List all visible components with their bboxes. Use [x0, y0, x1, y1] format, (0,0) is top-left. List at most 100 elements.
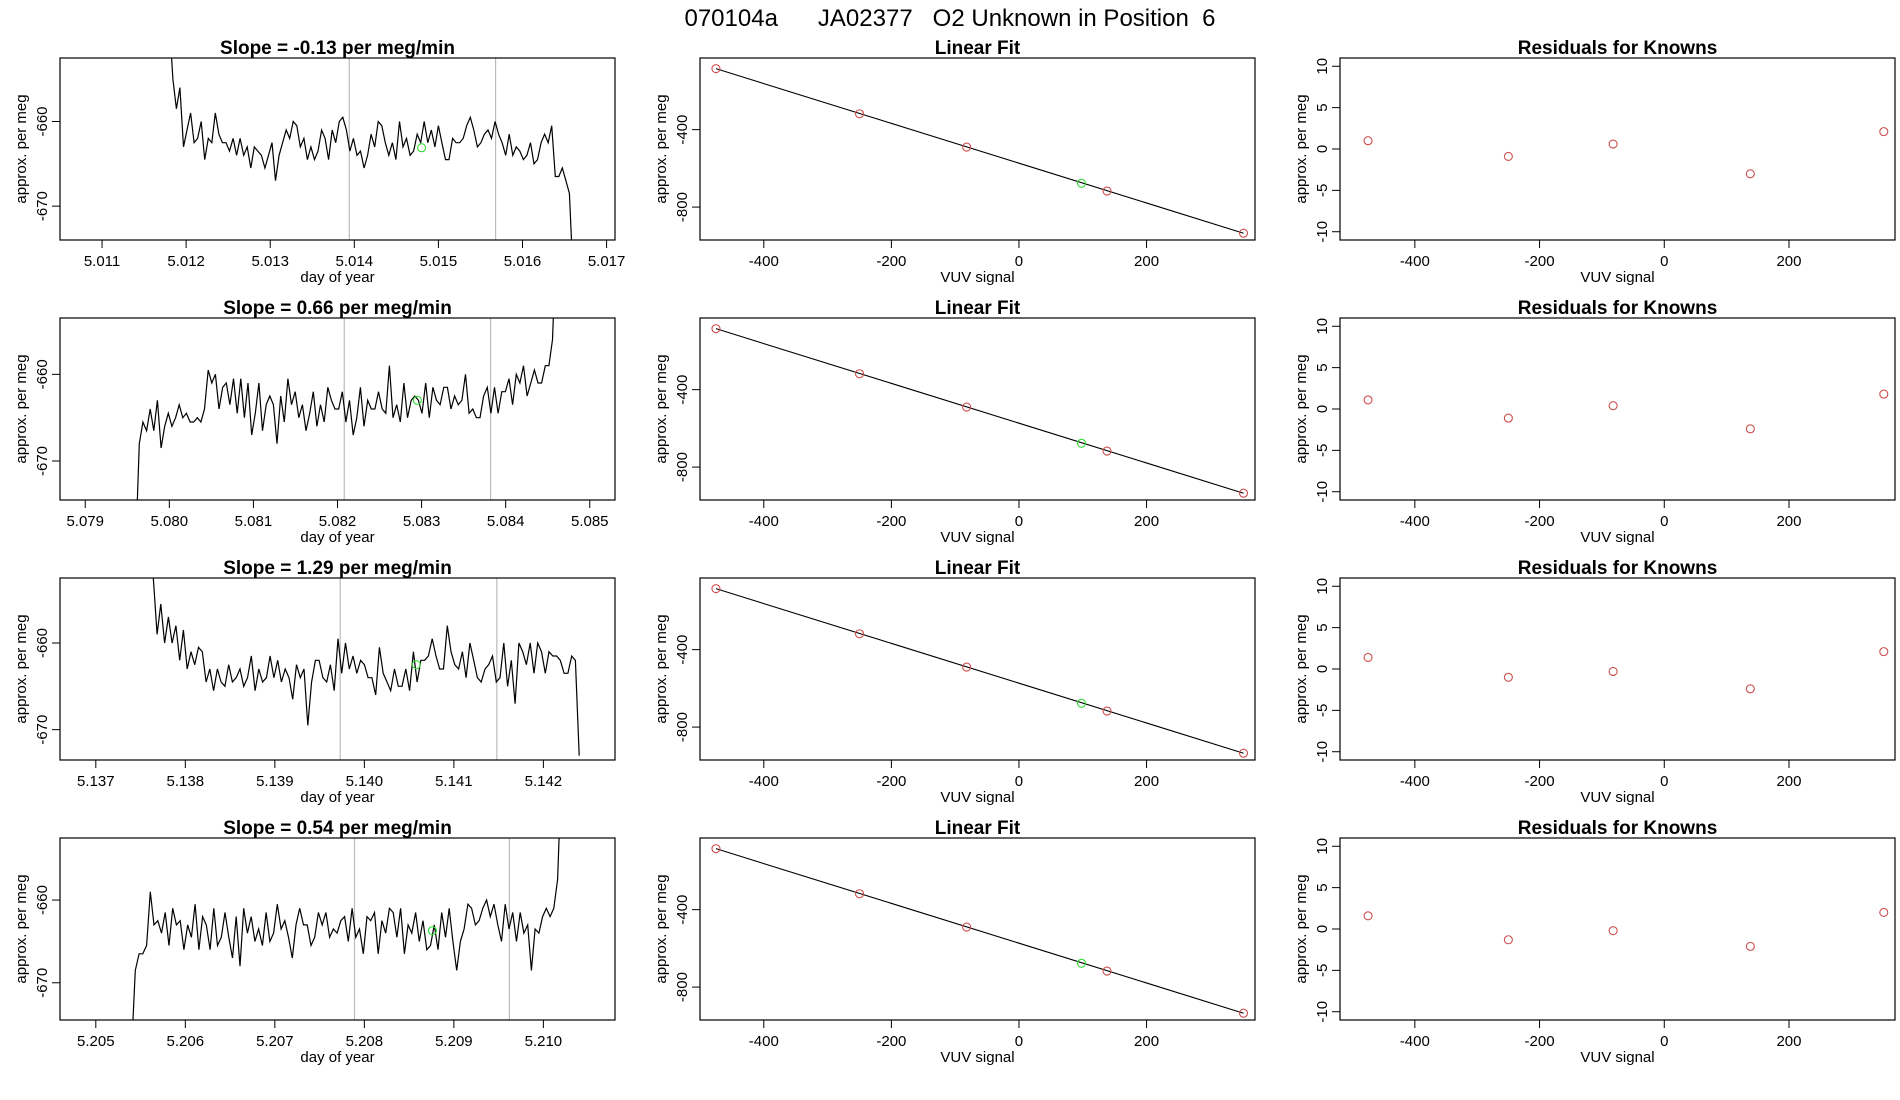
plot-area	[171, 58, 573, 240]
known-point-2	[854, 369, 865, 379]
known-point-5	[1879, 647, 1889, 657]
known-point-4	[1102, 446, 1112, 456]
known-point-4	[1102, 706, 1112, 716]
panel-title: Slope = 0.66 per meg/min	[223, 298, 452, 319]
x-tick-label: 5.082	[319, 513, 357, 530]
series-line	[136, 318, 554, 500]
panel-title: Residuals for Knowns	[1518, 298, 1718, 319]
known-point-2	[1503, 672, 1513, 682]
x-tick-label: 5.012	[167, 253, 205, 270]
series-line	[171, 58, 573, 240]
known-point-3	[1608, 926, 1618, 936]
x-axis-label: VUV signal	[1580, 1049, 1654, 1066]
x-tick-label: 5.013	[251, 253, 289, 270]
known-point-1	[711, 844, 721, 854]
x-tick-label: 200	[1134, 513, 1159, 530]
y-axis-label: approx. per meg	[653, 614, 670, 723]
x-axis-label: VUV signal	[940, 1049, 1014, 1066]
x-axis-label: day of year	[300, 789, 374, 806]
x-tick-label: 5.079	[66, 513, 104, 530]
y-tick-label: -10	[1314, 741, 1331, 763]
x-tick-label: -200	[1525, 513, 1555, 530]
x-tick-label: 5.017	[588, 253, 626, 270]
x-tick-label: 5.138	[167, 773, 205, 790]
panel-title: Linear Fit	[935, 818, 1021, 839]
y-tick-label: -660	[34, 359, 51, 389]
fit-line	[715, 848, 1244, 1014]
y-tick-label: -800	[674, 452, 691, 482]
y-tick-label: -660	[34, 106, 51, 136]
x-tick-label: 200	[1134, 773, 1159, 790]
y-tick-label: 5	[1314, 883, 1331, 891]
y-axis-label: approx. per meg	[1293, 614, 1310, 723]
y-axis-label: approx. per meg	[1293, 354, 1310, 463]
known-point-1	[1363, 911, 1373, 921]
known-point-4	[1102, 966, 1112, 976]
known-point-3	[962, 142, 972, 152]
x-tick-label: 5.142	[525, 773, 563, 790]
panel-title: Slope = 1.29 per meg/min	[223, 558, 452, 579]
plot-area	[711, 64, 1249, 238]
x-tick-label: 5.209	[435, 1033, 473, 1050]
panel-r4-c2: Linear Fit -400 -200 0 200 -400 -800 VUV signal…	[653, 818, 1256, 1066]
panel-title: Linear Fit	[935, 38, 1021, 59]
x-tick-label: 0	[1660, 513, 1668, 530]
known-point-1	[1363, 395, 1373, 405]
plot-area	[711, 584, 1249, 758]
panel-r3-c1: Slope = 1.29 per meg/min 5.137 5.138 5.139 5…	[13, 558, 616, 806]
plot-frame	[699, 837, 1256, 1021]
fit-line	[715, 588, 1244, 754]
y-tick-label: -800	[674, 972, 691, 1002]
panel-r1-c1: Slope = -0.13 per meg/min 5.011 5.012 5.013…	[13, 38, 626, 286]
known-point-3	[962, 922, 972, 932]
x-tick-label: 5.081	[235, 513, 273, 530]
known-point-2	[1503, 151, 1513, 161]
y-tick-label: -400	[674, 375, 691, 405]
x-axis-label: VUV signal	[940, 529, 1014, 546]
y-axis-label: approx. per meg	[1293, 874, 1310, 983]
x-tick-label: 200	[1776, 773, 1801, 790]
unknown-point	[427, 926, 437, 936]
known-point-5	[1238, 748, 1249, 758]
y-tick-label: -660	[34, 885, 51, 915]
y-tick-label: -10	[1314, 1001, 1331, 1023]
panel-r3-c2: Linear Fit -400 -200 0 200 -400 -800 VUV signal…	[653, 558, 1256, 806]
y-axis-label: approx. per meg	[13, 614, 30, 723]
figure-title: 070104a JA02377 O2 Unknown in Position 6	[684, 5, 1215, 32]
y-tick-label: -10	[1314, 481, 1331, 503]
x-tick-label: 5.139	[256, 773, 294, 790]
plot-area	[1363, 647, 1889, 694]
y-tick-label: -670	[34, 191, 51, 221]
x-tick-label: 0	[1660, 253, 1668, 270]
x-tick-label: 200	[1134, 253, 1159, 270]
known-point-5	[1879, 907, 1889, 918]
x-tick-label: -200	[876, 773, 906, 790]
unknown-point	[411, 660, 421, 670]
known-point-2	[854, 629, 865, 639]
x-tick-label: 0	[1015, 1033, 1023, 1050]
y-axis-label: approx. per meg	[653, 94, 670, 203]
plot-frame	[1339, 837, 1896, 1021]
panel-r1-c3: Residuals for Knowns -400 -200 0 200 10 5 0 -5 -1…	[1293, 38, 1896, 286]
y-tick-label: 10	[1314, 318, 1331, 335]
x-tick-label: -200	[1525, 1033, 1555, 1050]
panel-title: Linear Fit	[935, 558, 1021, 579]
x-axis-label: day of year	[300, 529, 374, 546]
fit-line	[715, 328, 1244, 494]
x-tick-label: -400	[1400, 513, 1430, 530]
plot-frame	[699, 577, 1256, 761]
y-tick-label: -5	[1314, 964, 1331, 977]
y-tick-label: -660	[34, 628, 51, 658]
x-tick-label: -400	[1400, 773, 1430, 790]
unknown-point	[417, 143, 427, 153]
known-point-4	[1102, 186, 1112, 196]
y-tick-label: -800	[674, 712, 691, 742]
x-tick-label: -400	[1400, 1033, 1430, 1050]
x-tick-label: 200	[1776, 1033, 1801, 1050]
y-tick-label: 0	[1314, 925, 1331, 933]
x-axis-label: VUV signal	[1580, 789, 1654, 806]
x-axis-label: VUV signal	[1580, 529, 1654, 546]
known-point-3	[1608, 401, 1618, 411]
series-line	[152, 578, 580, 756]
y-tick-label: -800	[674, 192, 691, 222]
